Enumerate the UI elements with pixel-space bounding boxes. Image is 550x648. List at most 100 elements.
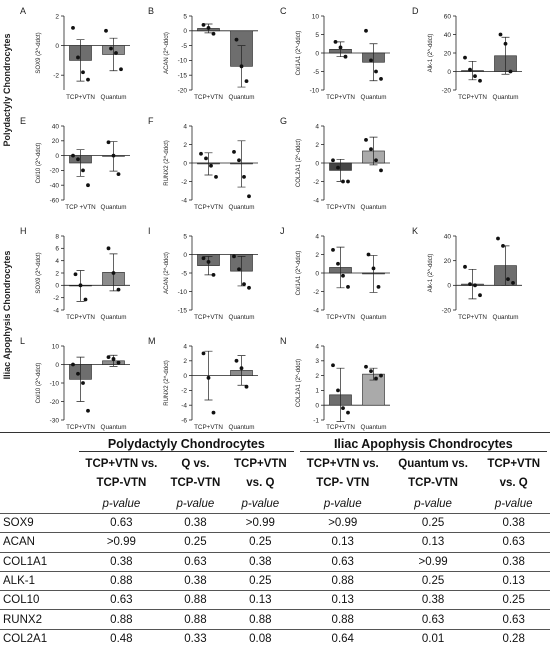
- data-point: [119, 67, 123, 72]
- data-point: [111, 153, 116, 158]
- y-tick-label: -20: [50, 168, 60, 175]
- x-tick-label: Quantum: [101, 424, 127, 431]
- p-value-cell: 0.63: [388, 609, 478, 630]
- data-point: [478, 293, 482, 298]
- y-tick-label: 20: [52, 138, 60, 145]
- y-axis-label: COL2A1 (2^-ddct): [296, 139, 302, 187]
- data-point: [379, 168, 383, 173]
- data-point: [73, 272, 78, 277]
- y-tick-label: 8: [55, 233, 59, 240]
- data-point: [369, 147, 373, 152]
- p-value-cell: 0.13: [224, 590, 297, 610]
- p-value-cell: 0.25: [388, 570, 478, 591]
- column-header: Quantum vs. TCP-VTN: [398, 458, 468, 489]
- x-tick-label: Quantum: [361, 424, 387, 431]
- p-value-cell: 0.25: [388, 512, 478, 533]
- x-tick-label: TCP+VTN: [66, 94, 95, 101]
- data-point: [81, 168, 85, 173]
- data-point: [111, 357, 116, 361]
- data-point: [506, 277, 510, 282]
- data-point: [244, 79, 249, 84]
- data-point: [106, 355, 111, 359]
- gene-cell: COL1A1: [0, 551, 76, 572]
- data-point: [237, 158, 241, 163]
- x-tick-label: TCP+VTN: [458, 94, 487, 101]
- data-point: [331, 158, 335, 163]
- data-point: [343, 54, 348, 59]
- error-bar: [336, 367, 345, 422]
- data-point: [496, 236, 500, 241]
- p-value-cell: 0.88: [224, 609, 297, 630]
- y-tick-label: -5: [181, 270, 187, 277]
- p-value-cell: 0.38: [477, 551, 550, 572]
- x-tick-label: TCP+VTN: [326, 94, 355, 101]
- data-point: [211, 31, 216, 36]
- error-bar: [237, 355, 246, 386]
- data-point: [201, 22, 206, 27]
- y-tick-label: 0: [447, 283, 451, 290]
- data-point: [116, 172, 121, 177]
- y-tick-label: 2: [55, 13, 59, 20]
- error-bar: [237, 140, 246, 188]
- data-point: [501, 243, 505, 248]
- x-tick-label: Quantum: [493, 94, 519, 101]
- subheader-row: p-value p-value p-value p-value p-value p-val…: [0, 495, 550, 514]
- p-value-cell: 0.38: [224, 551, 297, 572]
- p-value-cell: 0.48: [76, 628, 167, 648]
- group-header: Polydactyly Chondrocytes: [79, 437, 294, 452]
- group-header: Iliac Apophysis Chondrocytes: [299, 437, 547, 452]
- y-axis-label: SOX9 (2^-ddct): [36, 32, 42, 73]
- y-tick-label: 2: [55, 270, 59, 277]
- y-tick-label: 3: [315, 358, 319, 365]
- y-tick-label: -2: [181, 388, 187, 395]
- data-point: [234, 37, 239, 42]
- y-axis-label: Col10 (2^-ddct): [36, 363, 42, 404]
- p-value-cell: >0.99: [388, 551, 478, 572]
- p-value-cell: 0.25: [477, 590, 550, 610]
- gene-cell: RUNX2: [0, 609, 76, 630]
- data-point: [473, 74, 477, 79]
- data-point: [346, 410, 350, 415]
- panel-letter: D: [412, 6, 419, 16]
- y-tick-label: 10: [52, 343, 60, 350]
- panel-letter: L: [20, 336, 25, 346]
- p-value-cell: 0.01: [388, 628, 478, 648]
- y-tick-label: 20: [444, 258, 452, 265]
- panel-letter: F: [148, 116, 154, 126]
- y-tick-label: -4: [181, 403, 187, 410]
- data-point: [498, 32, 503, 37]
- error-bar: [369, 255, 378, 293]
- x-tick-label: TCP+VTN: [326, 314, 355, 321]
- panel-letter: I: [148, 226, 151, 236]
- data-point: [211, 272, 216, 277]
- y-tick-label: 4: [55, 258, 59, 265]
- y-tick-label: 0: [55, 283, 59, 290]
- p-value-cell: 0.63: [76, 512, 167, 533]
- p-value-cell: 0.38: [477, 512, 550, 533]
- column-header: Q vs. TCP-VTN: [170, 458, 221, 489]
- data-point: [379, 373, 383, 378]
- y-tick-label: -20: [50, 399, 60, 406]
- p-value-cell: 0.25: [224, 570, 297, 591]
- data-point: [71, 153, 75, 158]
- y-tick-label: -2: [53, 73, 59, 80]
- data-point: [81, 381, 85, 385]
- error-bar: [109, 37, 118, 72]
- data-point: [341, 179, 345, 184]
- y-tick-label: 6: [55, 246, 59, 253]
- x-tick-label: TCP+VTN: [326, 424, 355, 431]
- y-tick-label: 0: [315, 160, 319, 167]
- data-point: [341, 273, 345, 278]
- x-tick-label: TCP+VTN: [194, 94, 223, 101]
- data-point: [242, 282, 246, 286]
- y-tick-label: -2: [313, 179, 319, 186]
- gene-cell: COL10: [0, 590, 76, 610]
- y-tick-label: 40: [444, 32, 452, 39]
- y-tick-label: -1: [313, 417, 319, 424]
- data-point: [104, 28, 108, 33]
- data-point: [71, 25, 75, 30]
- y-tick-label: 10: [312, 13, 320, 20]
- data-point: [336, 165, 340, 170]
- y-axis-label: RUNX2 (2^-ddct): [164, 360, 170, 406]
